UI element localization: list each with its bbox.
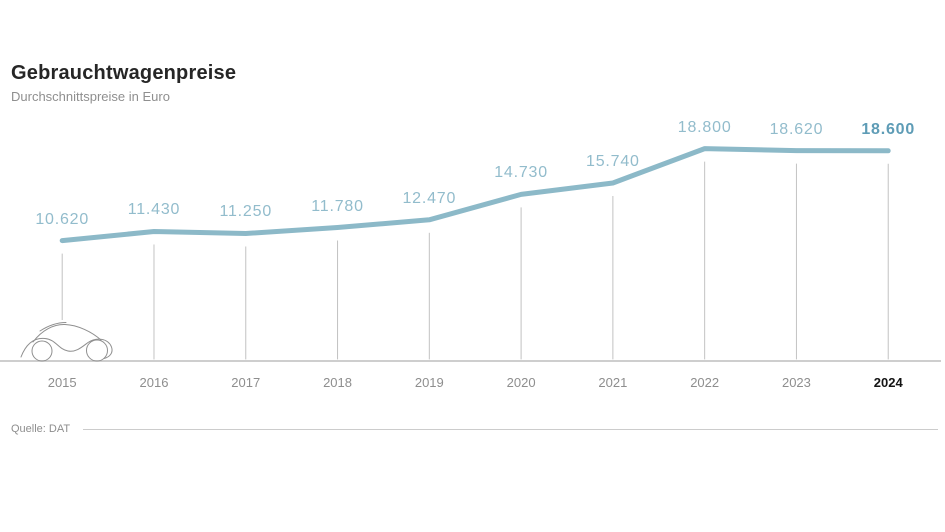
car-icon	[20, 322, 113, 362]
value-label: 11.780	[311, 198, 364, 215]
value-label: 18.800	[677, 119, 732, 136]
year-label: 2023	[781, 375, 811, 390]
drop-lines	[61, 161, 889, 360]
value-label: 14.730	[494, 164, 548, 181]
year-label: 2018	[323, 375, 352, 390]
value-label: 12.470	[402, 190, 457, 207]
chart-footer: Quelle: DAT	[11, 419, 938, 435]
year-label: 2024	[873, 375, 903, 390]
source-label: Quelle: DAT	[11, 423, 71, 435]
value-label: 15.740	[586, 153, 640, 170]
year-label: 2021	[598, 375, 628, 390]
value-label: 18.620	[769, 121, 824, 138]
year-label: 2022	[690, 375, 720, 390]
page-title: Gebrauchtwagenpreise	[11, 62, 237, 84]
chart-header: Gebrauchtwagenpreise Durchschnittspreise…	[11, 62, 236, 104]
value-label: 18.600	[861, 121, 916, 138]
value-label: 10.620	[35, 211, 90, 228]
value-label: 11.250	[219, 203, 273, 220]
year-label: 2015	[47, 375, 77, 390]
year-label: 2020	[506, 375, 536, 390]
year-label: 2016	[139, 375, 169, 390]
chart-line	[59, 146, 891, 244]
footer-divider	[83, 429, 938, 430]
value-label: 11.430	[127, 201, 181, 218]
chart-subtitle: Durchschnittspreise in Euro	[11, 89, 170, 104]
year-label: 2019	[414, 375, 444, 390]
year-label: 2017	[231, 375, 261, 390]
